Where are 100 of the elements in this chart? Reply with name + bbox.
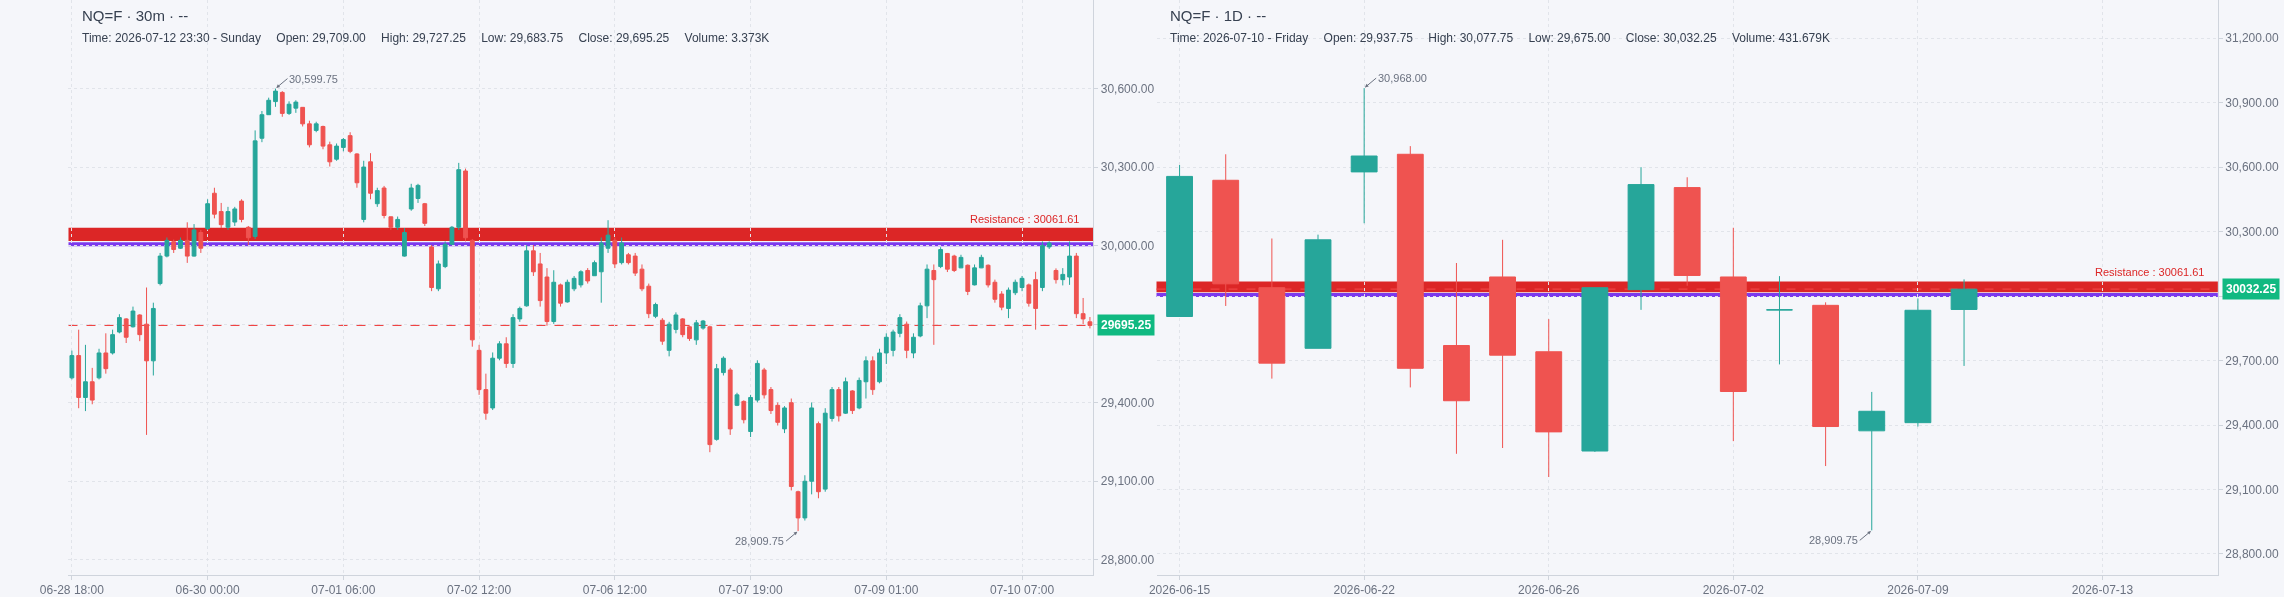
candlestick (300, 106, 306, 127)
candlestick (1080, 297, 1086, 325)
candlestick (680, 317, 686, 338)
candlestick (83, 344, 88, 412)
y-tick-label: 31,200.00 (2225, 31, 2279, 46)
y-tick-label: 30,600.00 (1100, 81, 1155, 96)
candlestick (469, 238, 475, 348)
candlestick (402, 227, 407, 258)
candlestick (96, 348, 102, 380)
candlestick (1489, 239, 1517, 449)
candlestick (1040, 240, 1045, 292)
candlestick (89, 367, 95, 405)
x-tick-label: 07-10 07:00 (990, 583, 1055, 597)
candlestick (307, 120, 312, 148)
candlestick (178, 236, 183, 250)
candlestick (130, 306, 136, 329)
y-tick-label: 29,400.00 (2225, 418, 2279, 433)
candlestick (978, 254, 984, 269)
candlestick (1673, 176, 1701, 287)
candlestick (727, 367, 733, 436)
candlestick (252, 129, 258, 240)
candlestick (340, 137, 346, 152)
candlestick (809, 401, 815, 495)
x-tick-label: 07-02 12:00 (447, 583, 512, 597)
candlestick (585, 267, 591, 285)
text: Time: 2026-07-12 23:30 - Sunday Open: 29,709.00 High: 29,727.25 Low: 29,683.75 Close: 29,695.25 Volume: 3.373K (82, 31, 770, 45)
candlestick (564, 279, 570, 304)
candlestick (334, 142, 339, 162)
candlestick (110, 329, 116, 356)
candlestick (116, 313, 122, 334)
y-tick-label: 30,000.00 (1100, 238, 1155, 253)
candlestick (999, 290, 1005, 311)
x-tick-label: 07-06 12:00 (582, 583, 648, 597)
candlestick (734, 392, 740, 407)
candlestick (1766, 275, 1793, 365)
ref-line-label: 30032.25 (2226, 282, 2277, 296)
candlestick (626, 252, 631, 265)
candlestick (802, 474, 808, 522)
candlestick (619, 236, 625, 265)
candlestick (144, 287, 149, 436)
candlestick (721, 355, 726, 376)
candlestick (1535, 318, 1563, 478)
candlestick (1304, 234, 1332, 349)
candlestick (245, 225, 251, 246)
candlestick (1443, 262, 1470, 455)
candlestick (212, 187, 217, 219)
candlestick (429, 244, 434, 292)
candlestick (171, 239, 177, 254)
candlestick (592, 260, 597, 277)
candlestick (1166, 164, 1193, 318)
candlestick (1012, 279, 1018, 296)
x-tick-label: 06-28 18:00 (39, 583, 105, 597)
y-tick-label: 30,300.00 (2225, 224, 2279, 239)
candlestick (1033, 271, 1039, 331)
candlestick (972, 263, 977, 286)
candlestick (605, 219, 611, 254)
candlestick (184, 221, 190, 264)
x-tick-label: 07-09 01:00 (854, 583, 919, 597)
candlestick (1950, 278, 1978, 367)
candlestick (911, 332, 916, 359)
candlestick (279, 90, 285, 118)
candlestick (1087, 316, 1093, 329)
candlestick (1350, 87, 1378, 224)
candlestick (347, 131, 353, 154)
candlestick (965, 263, 971, 296)
y-tick-label: 30,900.00 (2225, 95, 2279, 110)
candlestick (530, 244, 536, 277)
candlestick (1812, 301, 1840, 467)
candlestick (361, 160, 367, 223)
candlestick (354, 152, 360, 189)
candlestick (558, 283, 563, 308)
candlestick (877, 348, 882, 384)
x-tick-label: 2026-07-13 (2071, 583, 2134, 597)
candlestick (1904, 297, 1932, 428)
candlestick (374, 187, 380, 208)
x-tick-label: 07-01 06:00 (311, 583, 376, 597)
candlestick (191, 223, 197, 258)
y-tick-label: 30,600.00 (2225, 160, 2279, 175)
candlestick (524, 244, 530, 308)
candlestick (714, 363, 720, 442)
candlestick (123, 317, 129, 344)
candlestick (700, 319, 706, 331)
candlestick (598, 236, 604, 304)
candlestick (788, 398, 794, 491)
candlestick (1212, 153, 1240, 307)
candlestick (782, 405, 787, 434)
candlestick (422, 202, 428, 227)
text: NQ=F · 30m · -- (82, 7, 189, 24)
candlestick (435, 260, 441, 292)
candlestick (1258, 238, 1286, 380)
candlestick (775, 401, 781, 426)
candlestick (239, 198, 244, 223)
candlestick (1067, 240, 1072, 286)
x-tick-label: 2026-06-15 (1148, 583, 1211, 597)
x-tick-label: 06-30 00:00 (175, 583, 240, 597)
candlestick (849, 389, 855, 415)
candlestick (816, 421, 821, 499)
candlestick (958, 254, 964, 269)
candlestick (137, 313, 143, 342)
candlestick (748, 394, 753, 438)
